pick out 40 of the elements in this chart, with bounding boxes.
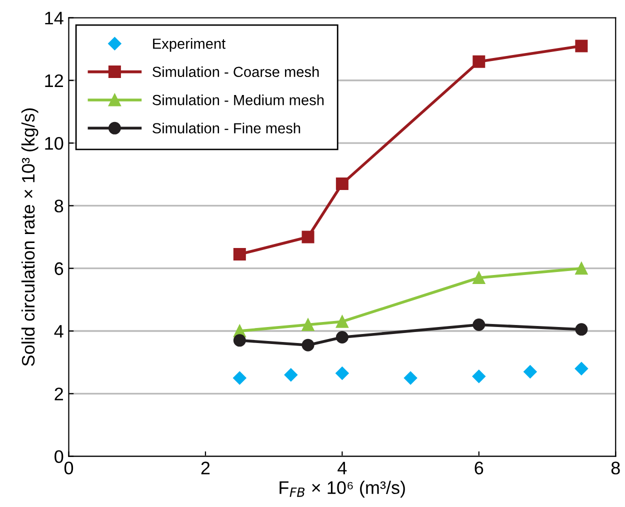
- y-tick-label: 8: [54, 200, 64, 212]
- point: [336, 366, 349, 380]
- point: [336, 315, 348, 328]
- legend-label: Simulation - Medium mesh: [152, 94, 324, 106]
- point: [284, 368, 298, 382]
- x-tick-label: 2: [201, 462, 210, 474]
- x-tick-label: 0: [64, 462, 74, 474]
- legend-label: Simulation - Fine mesh: [152, 122, 300, 134]
- y-tick-label: 2: [54, 388, 63, 400]
- y-tick-label: 0: [54, 450, 64, 464]
- point: [575, 323, 588, 336]
- point: [233, 248, 246, 260]
- point: [575, 40, 588, 52]
- x-axis-title: F$_{FB}$ × 10⁶ (m³/s): [280, 480, 405, 498]
- point: [336, 178, 348, 190]
- point: [233, 371, 246, 385]
- point: [302, 230, 314, 244]
- y-tick-label: 12: [45, 74, 63, 87]
- point: [404, 371, 418, 385]
- point: [574, 362, 588, 376]
- y-axis-title: Solid circulation rate × 10³ (kg/s): [21, 108, 38, 366]
- point: [472, 370, 486, 384]
- y-tick-label: 10: [45, 136, 64, 150]
- x-tick-label: 4: [338, 462, 347, 474]
- legend-label: Simulation - Coarse mesh: [152, 66, 319, 78]
- x-tick-label: 6: [474, 462, 484, 474]
- y-tick-label: 14: [45, 12, 64, 24]
- point: [472, 271, 486, 284]
- point: [302, 318, 314, 331]
- point: [472, 55, 486, 68]
- x-tick-label: 8: [611, 462, 620, 474]
- y-tick-label: 4: [54, 325, 64, 338]
- point: [233, 334, 246, 347]
- point: [575, 262, 588, 275]
- point: [472, 318, 486, 331]
- point: [524, 365, 537, 378]
- point: [302, 338, 314, 352]
- point: [336, 331, 348, 344]
- legend-label: Experiment: [153, 38, 226, 52]
- y-tick-label: 6: [54, 262, 64, 276]
